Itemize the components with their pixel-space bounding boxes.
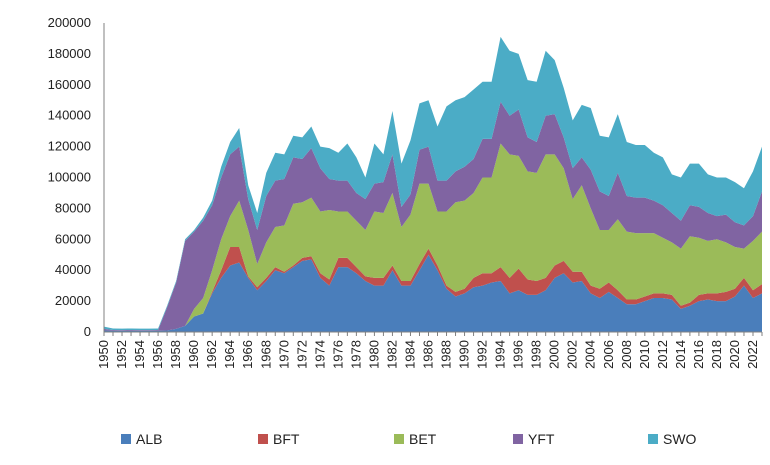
legend-label-bet: BET bbox=[409, 431, 437, 447]
x-tick-label: 1990 bbox=[457, 340, 472, 369]
legend-swatch-alb bbox=[121, 434, 131, 444]
legend-swatch-swo bbox=[648, 434, 658, 444]
y-tick-label: 20000 bbox=[55, 293, 91, 308]
x-tick-label: 2018 bbox=[709, 340, 724, 369]
x-tick-label: 2012 bbox=[655, 340, 670, 369]
area-bet bbox=[104, 143, 762, 331]
legend-label-alb: ALB bbox=[136, 431, 162, 447]
x-tick-label: 1996 bbox=[511, 340, 526, 369]
x-tick-label: 1956 bbox=[150, 340, 165, 369]
x-tick-label: 1972 bbox=[294, 340, 309, 369]
x-tick-label: 2004 bbox=[583, 340, 598, 369]
y-tick-label: 60000 bbox=[55, 231, 91, 246]
area-series-group bbox=[104, 36, 762, 332]
x-tick-label: 1966 bbox=[240, 340, 255, 369]
x-tick-label: 1988 bbox=[439, 340, 454, 369]
x-tick-label: 1998 bbox=[529, 340, 544, 369]
x-tick-label: 1968 bbox=[258, 340, 273, 369]
area-yft bbox=[104, 101, 762, 331]
x-tick-label: 1958 bbox=[168, 340, 183, 369]
y-tick-label: 120000 bbox=[48, 139, 91, 154]
y-tick-label: 160000 bbox=[48, 77, 91, 92]
x-tick-label: 1992 bbox=[475, 340, 490, 369]
x-tick-label: 1982 bbox=[384, 340, 399, 369]
y-axis-tick-labels: 0 20000 40000 60000 80000 100000 120000 140000 1… bbox=[48, 15, 91, 339]
x-tick-label: 2002 bbox=[565, 340, 580, 369]
x-tick-label: 1950 bbox=[96, 340, 111, 369]
x-tick-label: 2014 bbox=[673, 340, 688, 369]
x-tick-label: 2022 bbox=[745, 340, 760, 369]
x-tick-label: 1986 bbox=[420, 340, 435, 369]
x-tick-label: 1960 bbox=[186, 340, 201, 369]
x-tick-label: 1962 bbox=[204, 340, 219, 369]
x-tick-label: 1964 bbox=[222, 340, 237, 369]
legend-label-bft: BFT bbox=[273, 431, 300, 447]
x-tick-label: 2008 bbox=[619, 340, 634, 369]
x-tick-label: 1970 bbox=[276, 340, 291, 369]
y-tick-label: 100000 bbox=[48, 170, 91, 185]
legend-swatch-bft bbox=[258, 434, 268, 444]
x-tick-label: 1952 bbox=[114, 340, 129, 369]
x-tick-label: 1978 bbox=[348, 340, 363, 369]
x-tick-label: 1954 bbox=[132, 340, 147, 369]
area-alb bbox=[104, 254, 762, 332]
legend-swatch-yft bbox=[513, 434, 523, 444]
x-tick-label: 2000 bbox=[547, 340, 562, 369]
x-tick-label: 2020 bbox=[727, 340, 742, 369]
x-tick-label: 2016 bbox=[691, 340, 706, 369]
x-tick-label: 2010 bbox=[637, 340, 652, 369]
y-tick-label: 140000 bbox=[48, 108, 91, 123]
area-swo bbox=[104, 36, 762, 331]
y-tick-label: 180000 bbox=[48, 46, 91, 61]
y-tick-label: 40000 bbox=[55, 262, 91, 277]
y-tick-label: 80000 bbox=[55, 200, 91, 215]
legend: ALB BFT BET YFT SWO bbox=[121, 431, 697, 447]
x-tick-label: 1984 bbox=[402, 340, 417, 369]
y-tick-label: 0 bbox=[84, 324, 91, 339]
axes-group bbox=[103, 23, 763, 336]
x-tick-label: 1994 bbox=[493, 340, 508, 369]
x-tick-label: 2006 bbox=[601, 340, 616, 369]
legend-label-swo: SWO bbox=[663, 431, 697, 447]
x-tick-label: 1974 bbox=[312, 340, 327, 369]
x-tick-label: 1976 bbox=[330, 340, 345, 369]
x-tick-label: 1980 bbox=[366, 340, 381, 369]
x-axis-tick-labels: 1950 1952 1954 1956 1958 1960 1962 1964 1966 1968… bbox=[96, 340, 760, 369]
legend-swatch-bet bbox=[394, 434, 404, 444]
legend-label-yft: YFT bbox=[528, 431, 555, 447]
y-tick-label: 200000 bbox=[48, 15, 91, 30]
